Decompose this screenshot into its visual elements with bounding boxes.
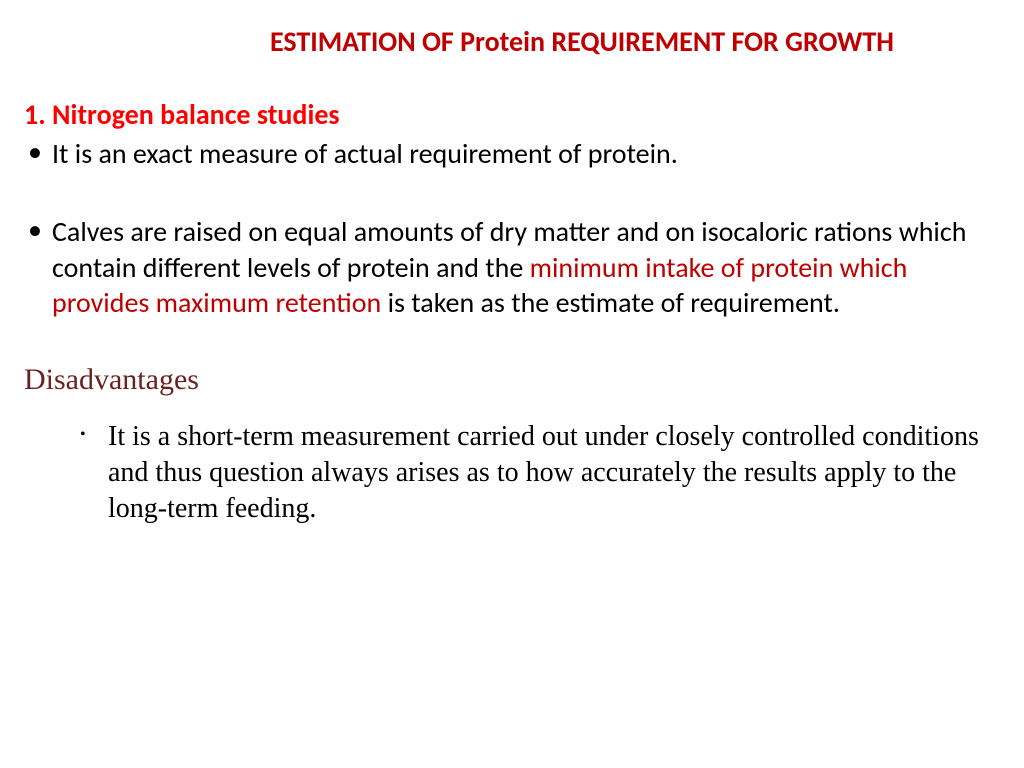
section-2-heading: Disadvantages xyxy=(24,363,990,397)
slide-title: ESTIMATION OF Protein REQUIREMENT FOR GR… xyxy=(194,24,970,59)
section-nitrogen-balance: 1. Nitrogen balance studies It is an exa… xyxy=(24,97,990,321)
section-2-bullets: It is a short-term measurement carried o… xyxy=(24,419,990,526)
bullet-item: Calves are raised on equal amounts of dr… xyxy=(24,214,990,321)
bullet-item: It is a short-term measurement carried o… xyxy=(24,419,990,526)
slide: ESTIMATION OF Protein REQUIREMENT FOR GR… xyxy=(0,0,1024,768)
body-text: It is an exact measure of actual require… xyxy=(52,136,678,171)
bullet-item: It is an exact measure of actual require… xyxy=(24,136,990,172)
section-1-bullets: It is an exact measure of actual require… xyxy=(24,136,990,321)
body-text: is taken as the estimate of requirement. xyxy=(388,285,840,320)
body-text: It is a short-term measurement carried o… xyxy=(108,421,979,524)
section-1-heading: 1. Nitrogen balance studies xyxy=(24,97,990,132)
